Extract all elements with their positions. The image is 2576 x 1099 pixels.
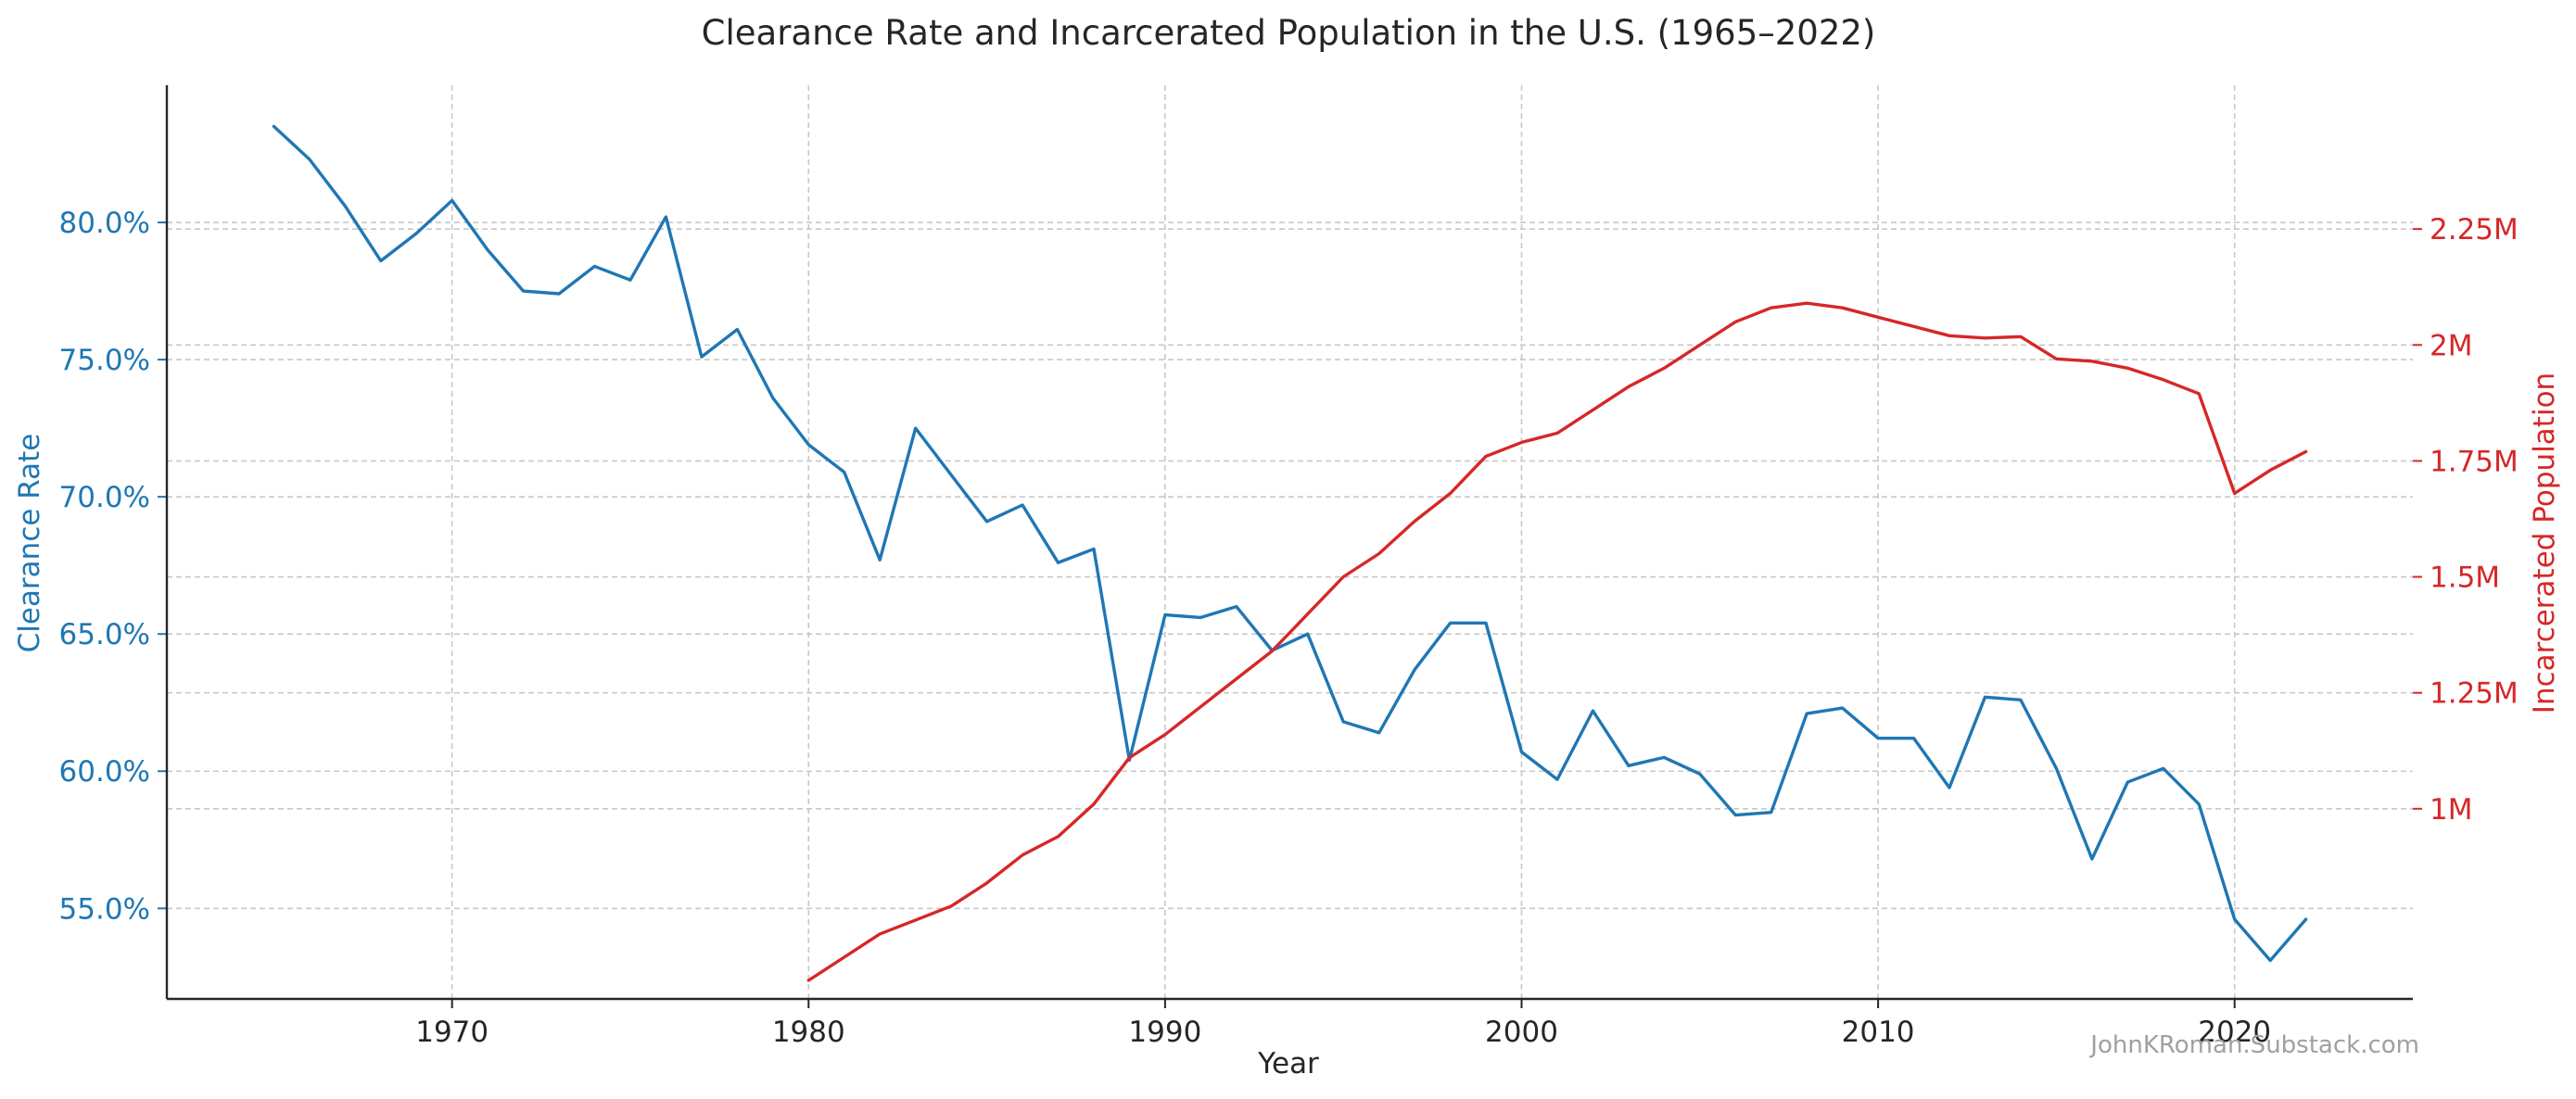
right-axis-label: Incarcerated Population <box>2528 373 2561 714</box>
x-tick-label: 2020 <box>2198 1016 2271 1049</box>
grid-lines <box>167 85 2413 999</box>
left-tick-label: 70.0% <box>59 481 150 514</box>
x-axis-label: Year <box>1257 1047 1319 1080</box>
left-tick-label: 55.0% <box>59 892 150 926</box>
right-tick-label: 2.25M <box>2430 213 2519 246</box>
right-tick-label: 2M <box>2430 329 2472 362</box>
left-axis-label: Clearance Rate <box>13 434 46 653</box>
incarcerated-population-line <box>806 301 2308 982</box>
right-tick-label: 1.25M <box>2430 677 2519 711</box>
clearance-rate-line <box>272 124 2308 963</box>
x-tick-label: 1970 <box>415 1016 489 1049</box>
left-tick-label: 60.0% <box>59 755 150 789</box>
x-tick-label: 1980 <box>772 1016 845 1049</box>
axes: 1970 1980 1990 2000 2010 2020 55.0% 60.0% 65.0% 7… <box>59 85 2519 1049</box>
x-tick-label: 2010 <box>1842 1016 1915 1049</box>
right-tick-label: 1M <box>2430 793 2472 827</box>
x-tick-label: 1990 <box>1128 1016 1201 1049</box>
left-tick-label: 75.0% <box>59 344 150 377</box>
series-layer <box>272 124 2308 982</box>
right-tick-label: 1.5M <box>2430 562 2500 595</box>
watermark: JohnKRoman.Substack.com <box>2088 1031 2419 1059</box>
left-tick-label: 65.0% <box>59 618 150 651</box>
chart-title: Clearance Rate and Incarcerated Populati… <box>702 13 1876 53</box>
left-tick-label: 80.0% <box>59 207 150 240</box>
right-tick-label: 1.75M <box>2430 445 2519 478</box>
x-tick-label: 2000 <box>1485 1016 1558 1049</box>
